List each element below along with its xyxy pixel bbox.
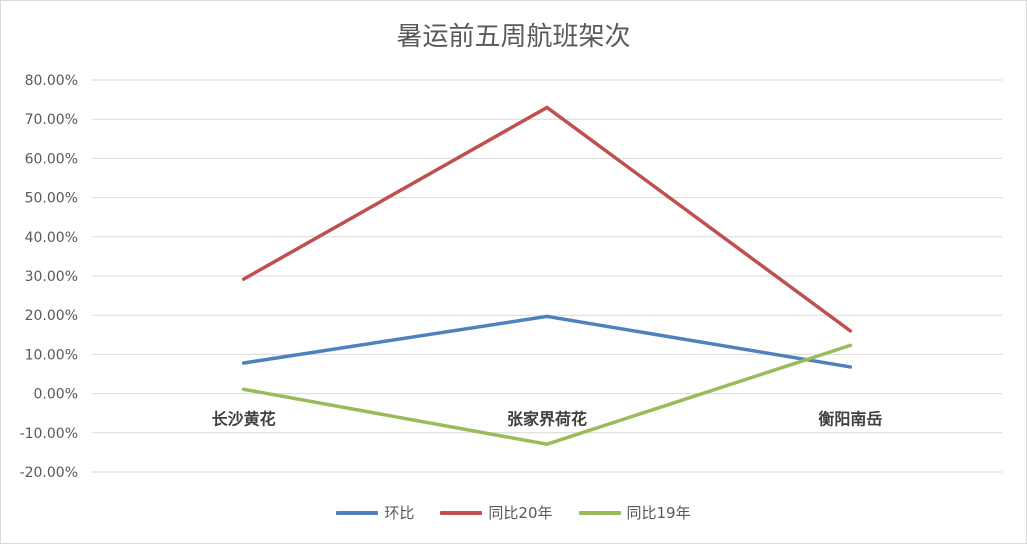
legend-swatch-series-3 (578, 510, 621, 515)
data-point (545, 105, 549, 110)
y-tick-label: 70.00% (25, 112, 78, 128)
legend-swatch-series-1 (336, 510, 379, 515)
y-tick-label: -10.00% (20, 426, 78, 442)
data-point (545, 442, 549, 446)
x-tick-label: 长沙黄花 (212, 410, 276, 429)
x-tick-label: 张家界荷花 (507, 410, 587, 429)
legend-item-series-2: 同比20年 (440, 502, 553, 523)
y-tick-label: 80.00% (25, 73, 78, 89)
legend-label-series-3: 同比19年 (626, 504, 691, 522)
legend-label-series-2: 同比20年 (488, 504, 553, 522)
y-tick-label: 0.00% (34, 387, 78, 403)
series-line-1 (241, 314, 853, 369)
series-line-3 (241, 343, 853, 446)
legend-swatch-series-2 (440, 510, 483, 515)
legend: 环比 同比20年 同比19年 (0, 502, 1027, 523)
series-line-2 (241, 105, 853, 333)
data-point (242, 387, 246, 391)
data-point (848, 329, 852, 333)
data-point (545, 314, 549, 318)
legend-item-series-1: 环比 (336, 502, 414, 523)
y-tick-label: 20.00% (25, 308, 78, 324)
data-point (242, 361, 246, 365)
x-tick-label: 衡阳南岳 (818, 410, 882, 429)
y-tick-label: 30.00% (25, 269, 78, 285)
data-point (242, 277, 246, 281)
data-point (848, 343, 852, 347)
y-tick-label: 50.00% (25, 191, 78, 207)
data-point (848, 365, 852, 369)
legend-label-series-1: 环比 (384, 504, 415, 522)
y-tick-label: 60.00% (25, 151, 78, 167)
y-tick-label: 40.00% (25, 230, 78, 246)
chart-title: 暑运前五周航班架次 (396, 22, 631, 52)
legend-item-series-3: 同比19年 (578, 502, 691, 523)
y-tick-label: -20.00% (20, 465, 78, 481)
y-tick-label: 10.00% (25, 347, 78, 363)
